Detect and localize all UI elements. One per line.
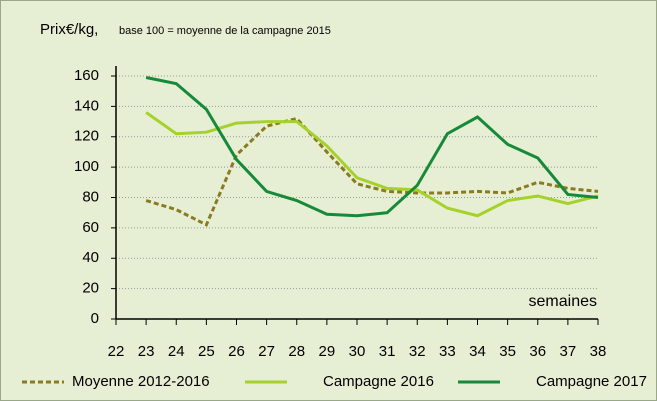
x-tick-label: 37 [560, 343, 577, 360]
x-tick-label: 31 [379, 343, 396, 360]
x-tick-label: 38 [590, 343, 607, 360]
x-tick-label: 35 [499, 343, 516, 360]
series-line [145, 111, 599, 218]
x-tick-label: 36 [529, 343, 546, 360]
y-tick-label: 80 [82, 188, 99, 205]
x-tick-label: 33 [439, 343, 456, 360]
x-tick-label: 26 [228, 343, 245, 360]
y-tick-label: 40 [82, 249, 99, 266]
x-tick-label: 32 [409, 343, 426, 360]
y-tick-label: 120 [74, 128, 99, 145]
x-tick-label: 30 [349, 343, 366, 360]
x-tick-label: 25 [198, 343, 215, 360]
x-tick-label: 29 [319, 343, 336, 360]
x-tick-label: 34 [469, 343, 486, 360]
x-axis-label: semaines [529, 293, 597, 310]
legend-label: Campagne 2016 [323, 373, 434, 390]
series-line [145, 76, 599, 218]
legend-label: Campagne 2017 [536, 373, 647, 390]
y-tick-label: 0 [91, 310, 99, 327]
x-tick-label: 28 [288, 343, 305, 360]
y-tick-label: 100 [74, 158, 99, 175]
y-tick-label: 60 [82, 219, 99, 236]
subtitle: base 100 = moyenne de la campagne 2015 [119, 25, 331, 37]
x-tick-label: 23 [138, 343, 155, 360]
y-tick-label: 160 [74, 67, 99, 84]
y-tick-label: 20 [82, 280, 99, 297]
x-tick-label: 22 [108, 343, 125, 360]
x-tick-label: 27 [258, 343, 275, 360]
y-axis-label: Prix€/kg, [40, 21, 98, 38]
y-tick-label: 140 [74, 97, 99, 114]
legend-label: Moyenne 2012-2016 [72, 373, 210, 390]
x-tick-label: 24 [168, 343, 185, 360]
